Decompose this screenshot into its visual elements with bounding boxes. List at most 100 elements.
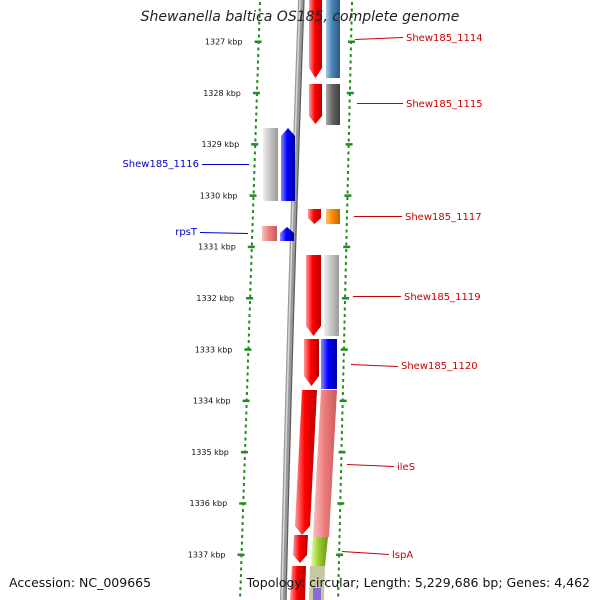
ruler-dot bbox=[343, 307, 346, 311]
feature-box-shew185-1117[interactable] bbox=[326, 209, 340, 224]
leader-iles bbox=[346, 464, 395, 467]
ruler-dot bbox=[248, 314, 251, 317]
ruler-dot bbox=[253, 151, 256, 155]
ruler-tick-right bbox=[336, 553, 344, 556]
ruler-dot bbox=[257, 60, 259, 64]
ruler-tick-label: 1334 kbp bbox=[193, 397, 231, 406]
feature-box-iles[interactable] bbox=[313, 390, 337, 537]
ruler-dot bbox=[250, 268, 253, 272]
ruler-tick-left bbox=[237, 553, 245, 556]
ruler-dot bbox=[338, 535, 341, 538]
ruler-tick-right bbox=[340, 348, 348, 351]
ruler-dot bbox=[344, 288, 347, 291]
ruler-dot bbox=[243, 457, 246, 460]
ruler-dot bbox=[351, 2, 353, 5]
ruler-dot bbox=[344, 262, 347, 265]
gene-label-shew185-1117[interactable]: Shew185_1117 bbox=[405, 212, 482, 223]
gene-label-rpst[interactable]: rpsT bbox=[175, 227, 198, 238]
ruler-tick-right bbox=[345, 143, 353, 146]
ruler-dot bbox=[239, 580, 242, 584]
ruler-dot bbox=[347, 158, 350, 161]
ruler-dot bbox=[258, 8, 261, 12]
ruler-dot bbox=[244, 424, 247, 428]
ruler-dot bbox=[342, 372, 345, 376]
feature-box-shew185-1115[interactable] bbox=[326, 84, 340, 125]
ruler-dot bbox=[240, 541, 243, 545]
ruler-dot bbox=[247, 346, 250, 350]
leader-rpst bbox=[199, 232, 249, 234]
cds-arrow-iles[interactable] bbox=[295, 390, 317, 535]
feature-box-shew185-1116[interactable] bbox=[263, 128, 278, 201]
ruler-tick-left bbox=[240, 450, 248, 454]
cds-arrow-shew185-1119[interactable] bbox=[306, 255, 321, 336]
ruler-dot bbox=[337, 587, 340, 590]
ruler-dot bbox=[347, 145, 350, 148]
ruler-tick-label: 1336 kbp bbox=[189, 499, 227, 508]
ruler-dot bbox=[349, 60, 352, 64]
ruler-dot bbox=[343, 327, 346, 330]
ruler-dot bbox=[258, 15, 261, 18]
ruler-dot bbox=[344, 294, 347, 298]
ruler-dot bbox=[240, 548, 243, 551]
ruler-tick-right bbox=[338, 450, 346, 454]
ruler-dot bbox=[244, 437, 247, 441]
ruler-dot bbox=[251, 236, 254, 239]
ruler-dot bbox=[239, 593, 242, 597]
ruler-dot bbox=[255, 93, 258, 96]
feature-box-shew185-1120[interactable] bbox=[321, 339, 337, 389]
ruler-dot bbox=[343, 333, 346, 337]
ruler-tick-labels: 1327 kbp 1328 kbp 1329 kbp 1330 kbp 1331 kbp… bbox=[188, 38, 243, 560]
ruler-tick-right bbox=[346, 91, 354, 95]
gene-label-shew185-1115[interactable]: Shew185_1115 bbox=[406, 99, 483, 110]
map-title: Shewanella baltica OS185, complete genom… bbox=[140, 9, 460, 25]
feature-box-rpst[interactable] bbox=[262, 226, 277, 241]
cds-arrow-shew185-1117[interactable] bbox=[308, 209, 321, 224]
cds-arrow-shew185-1120[interactable] bbox=[304, 339, 319, 386]
gene-label-iles[interactable]: ileS bbox=[397, 462, 415, 473]
ruler-dot bbox=[253, 158, 256, 161]
cds-arrow-lspa[interactable] bbox=[293, 535, 308, 563]
ruler-dot bbox=[244, 431, 247, 434]
ruler-dot bbox=[252, 203, 255, 207]
feature-box-lspa[interactable] bbox=[311, 537, 328, 566]
cds-arrow-shew185-1114[interactable] bbox=[309, 0, 322, 78]
ruler-dot bbox=[338, 528, 341, 532]
ruler-dot bbox=[350, 21, 353, 25]
ruler-dot bbox=[246, 366, 249, 369]
ruler-dot bbox=[349, 67, 352, 70]
ruler-dot bbox=[349, 54, 352, 57]
ruler-tick-left bbox=[244, 348, 252, 351]
feature-box-shew185-1119[interactable] bbox=[324, 255, 339, 336]
ruler-dot bbox=[241, 515, 244, 519]
ruler-dot bbox=[344, 301, 346, 304]
feature-box-shew185-1114[interactable] bbox=[326, 0, 340, 78]
ruler-dot bbox=[254, 125, 257, 129]
cds-arrow-shew185-1116[interactable] bbox=[281, 128, 295, 201]
ruler-dot bbox=[350, 15, 353, 18]
ruler-dot bbox=[344, 268, 347, 272]
ruler-dot bbox=[240, 561, 243, 564]
ruler-dot bbox=[245, 392, 248, 395]
ruler-tick-label: 1335 kbp bbox=[191, 448, 229, 457]
ruler-tick-left bbox=[254, 40, 262, 43]
genome-backbone-highlight bbox=[281, 0, 301, 600]
ruler-tick-right bbox=[337, 502, 345, 505]
ruler-dot bbox=[250, 249, 253, 252]
genome-backbone-edge bbox=[285, 0, 305, 600]
ruler-dot bbox=[249, 281, 252, 285]
ruler-dot bbox=[242, 509, 244, 512]
ruler-dot bbox=[337, 580, 340, 584]
gene-label-lspa[interactable]: lspA bbox=[392, 550, 413, 561]
gene-label-shew185-1120[interactable]: Shew185_1120 bbox=[401, 361, 478, 372]
ruler-tick-label: 1328 kbp bbox=[203, 89, 241, 98]
gene-label-shew185-1114[interactable]: Shew185_1114 bbox=[406, 33, 483, 44]
cds-arrow-rpst[interactable] bbox=[280, 227, 294, 241]
ruler-tick-label: 1327 kbp bbox=[205, 38, 243, 47]
cds-arrow-shew185-1115[interactable] bbox=[309, 84, 322, 124]
ruler-dot bbox=[253, 177, 256, 181]
gene-label-shew185-1116[interactable]: Shew185_1116 bbox=[122, 159, 199, 170]
gene-label-shew185-1119[interactable]: Shew185_1119 bbox=[404, 292, 481, 303]
ruler-dot bbox=[340, 431, 343, 434]
ruler-dot bbox=[349, 80, 352, 83]
ruler-dot bbox=[257, 54, 260, 57]
